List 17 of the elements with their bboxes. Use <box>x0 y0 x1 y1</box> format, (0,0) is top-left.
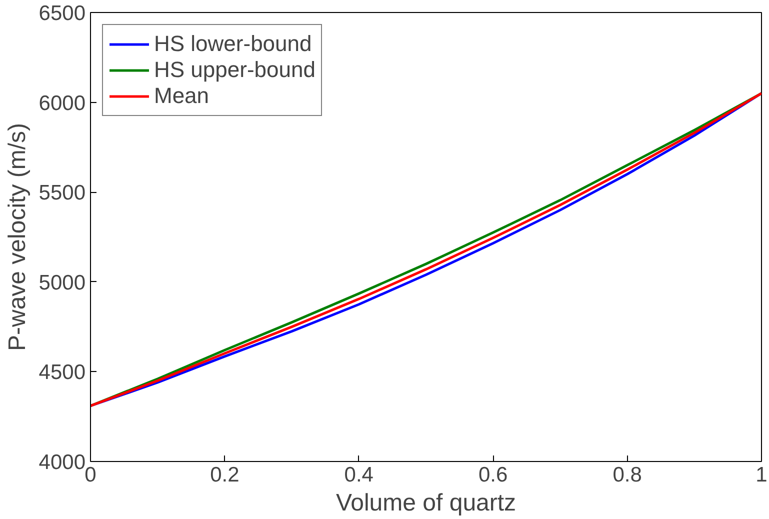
legend-label: Mean <box>154 83 210 109</box>
y-tick-label: 5000 <box>38 271 86 294</box>
legend-label: HS upper-bound <box>154 57 316 83</box>
x-tick-label: 1 <box>756 464 768 486</box>
y-tick-label: 5500 <box>38 182 86 205</box>
x-axis-title: Volume of quartz <box>336 490 516 516</box>
x-tick-label: 0.6 <box>478 464 508 486</box>
y-tick-label: 4500 <box>38 361 86 384</box>
y-tick-label: 4000 <box>38 451 86 474</box>
x-tick-label: 0 <box>84 464 96 486</box>
x-tick-label: 0.2 <box>210 464 240 486</box>
y-tick-label: 6500 <box>38 2 86 25</box>
legend-label: HS lower-bound <box>154 31 312 57</box>
x-tick-label: 0.8 <box>612 464 642 486</box>
y-axis-title: P-wave velocity (m/s) <box>4 122 31 352</box>
y-tick-label: 6000 <box>38 92 86 115</box>
x-tick-label: 0.4 <box>344 464 374 486</box>
